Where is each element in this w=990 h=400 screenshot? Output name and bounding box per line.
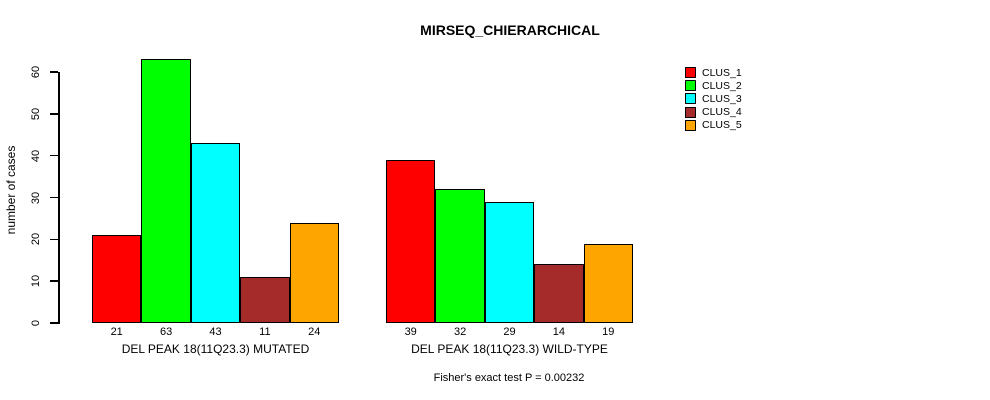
- chart-title: MIRSEQ_CHIERARCHICAL: [420, 22, 600, 38]
- y-axis-tick-label: 30: [30, 191, 42, 204]
- y-axis-tick: [50, 238, 58, 241]
- legend-swatch: [685, 80, 696, 92]
- legend-swatch: [685, 93, 696, 105]
- y-axis-tick-label: 20: [30, 233, 42, 246]
- y-axis-tick-label: 60: [30, 65, 42, 79]
- y-axis-tick-label: 10: [30, 275, 42, 288]
- legend-swatch: [685, 67, 696, 78]
- y-axis-tick: [50, 71, 58, 73]
- y-axis-tick: [50, 113, 58, 115]
- bar-value-label: 63: [159, 326, 173, 338]
- bar-value-label: 39: [404, 326, 417, 338]
- bar-clus_5-group2: [583, 243, 633, 323]
- bar-value-label: 21: [110, 326, 123, 338]
- y-axis-tick: [50, 322, 58, 324]
- legend-label: CLUS_3: [702, 92, 742, 105]
- bar-value-label: 11: [259, 326, 271, 338]
- bar-value-label: 43: [209, 326, 222, 338]
- y-axis-tick-label: 0: [30, 319, 42, 327]
- bar-value-label: 24: [308, 326, 321, 338]
- bar-clus_2-group2: [435, 189, 485, 323]
- bar-clus_3-group1: [190, 143, 241, 323]
- y-axis-tick-label: 40: [30, 149, 42, 162]
- legend-label: CLUS_5: [702, 119, 742, 132]
- legend-label: CLUS_4: [702, 106, 742, 119]
- bar-clus_4-group1: [240, 276, 290, 323]
- bar-clus_4-group2: [534, 264, 584, 323]
- legend-label: CLUS_1: [702, 66, 742, 79]
- bar-clus_1-group1: [92, 235, 142, 323]
- bar-clus_5-group1: [289, 222, 339, 323]
- legend-label: CLUS_2: [702, 79, 742, 92]
- y-axis-tick: [50, 280, 58, 282]
- bar-clus_2-group1: [141, 59, 191, 323]
- y-axis-line: [58, 72, 60, 324]
- y-axis-title: number of cases: [4, 145, 18, 235]
- bar-value-label: 32: [453, 326, 467, 338]
- fisher-test-annotation: Fisher's exact test P = 0.00232: [433, 372, 585, 384]
- x-group-label: DEL PEAK 18(11Q23.3) WILD-TYPE: [411, 342, 608, 356]
- bar-value-label: 19: [602, 326, 615, 338]
- legend-swatch: [685, 106, 696, 118]
- x-group-label: DEL PEAK 18(11Q23.3) MUTATED: [121, 342, 310, 356]
- y-axis-tick: [50, 154, 58, 157]
- bar-value-label: 29: [503, 326, 516, 338]
- bar-clus_1-group2: [386, 159, 436, 323]
- y-axis-tick-label: 50: [30, 107, 42, 120]
- legend-swatch: [685, 119, 696, 131]
- bar-clus_3-group2: [484, 201, 535, 323]
- y-axis-tick: [50, 196, 58, 199]
- bar-value-label: 14: [552, 326, 566, 338]
